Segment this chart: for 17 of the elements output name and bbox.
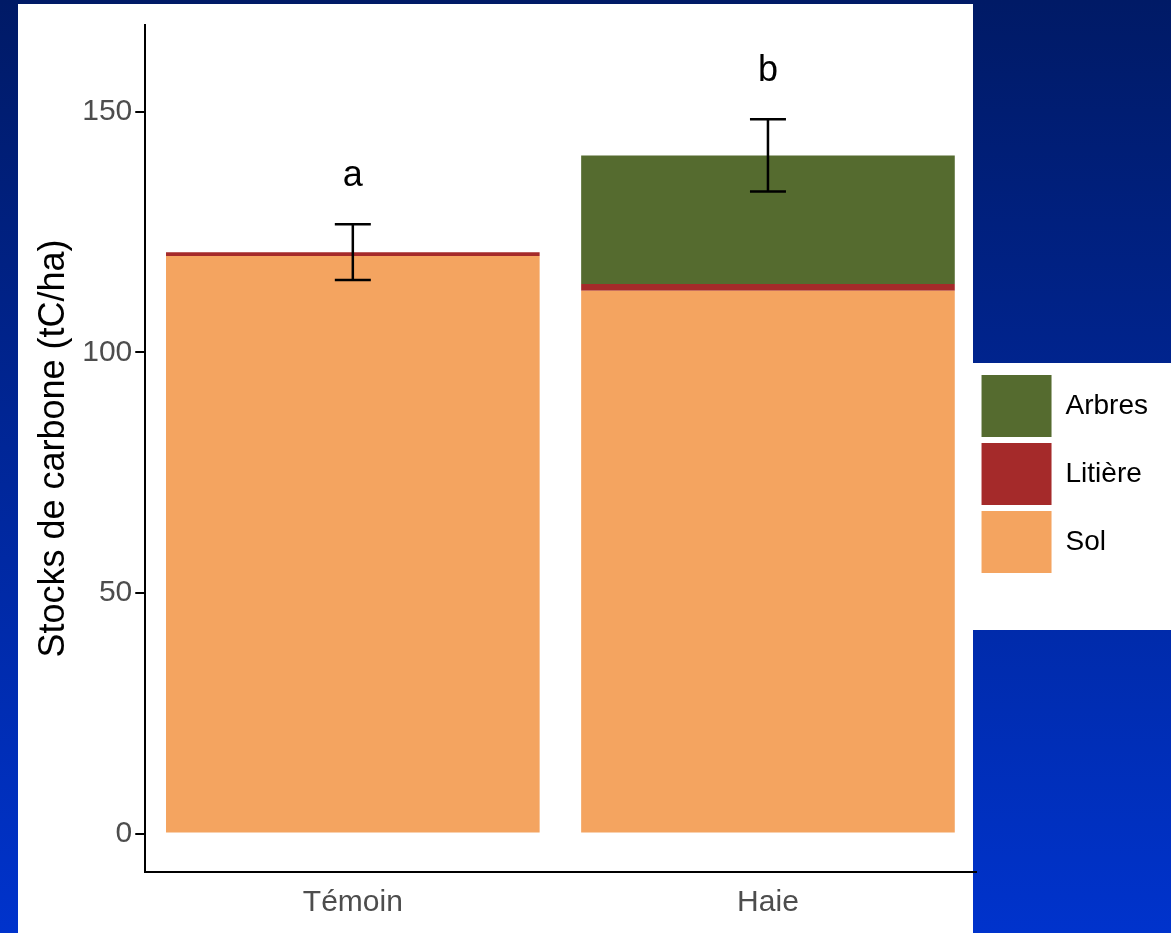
bar [581, 155, 955, 284]
x-tick-label: Témoin [302, 884, 403, 918]
legend-label: Arbres [1065, 388, 1148, 420]
y-tick-label: 100 [82, 333, 133, 367]
legend-label: Litière [1065, 456, 1142, 488]
bar [581, 283, 955, 291]
bar [166, 256, 540, 833]
y-tick-label: 150 [82, 92, 133, 126]
annotation: b [757, 48, 778, 90]
y-tick-label: 50 [98, 574, 133, 608]
bar [581, 290, 955, 833]
y-axis-title: Stocks de carbone (tC/ha) [30, 239, 72, 658]
y-tick-label: 0 [115, 814, 133, 848]
bar [166, 252, 540, 256]
annotation: a [342, 153, 364, 195]
legend-label: Sol [1065, 524, 1106, 556]
x-tick-label: Haie [737, 884, 799, 918]
